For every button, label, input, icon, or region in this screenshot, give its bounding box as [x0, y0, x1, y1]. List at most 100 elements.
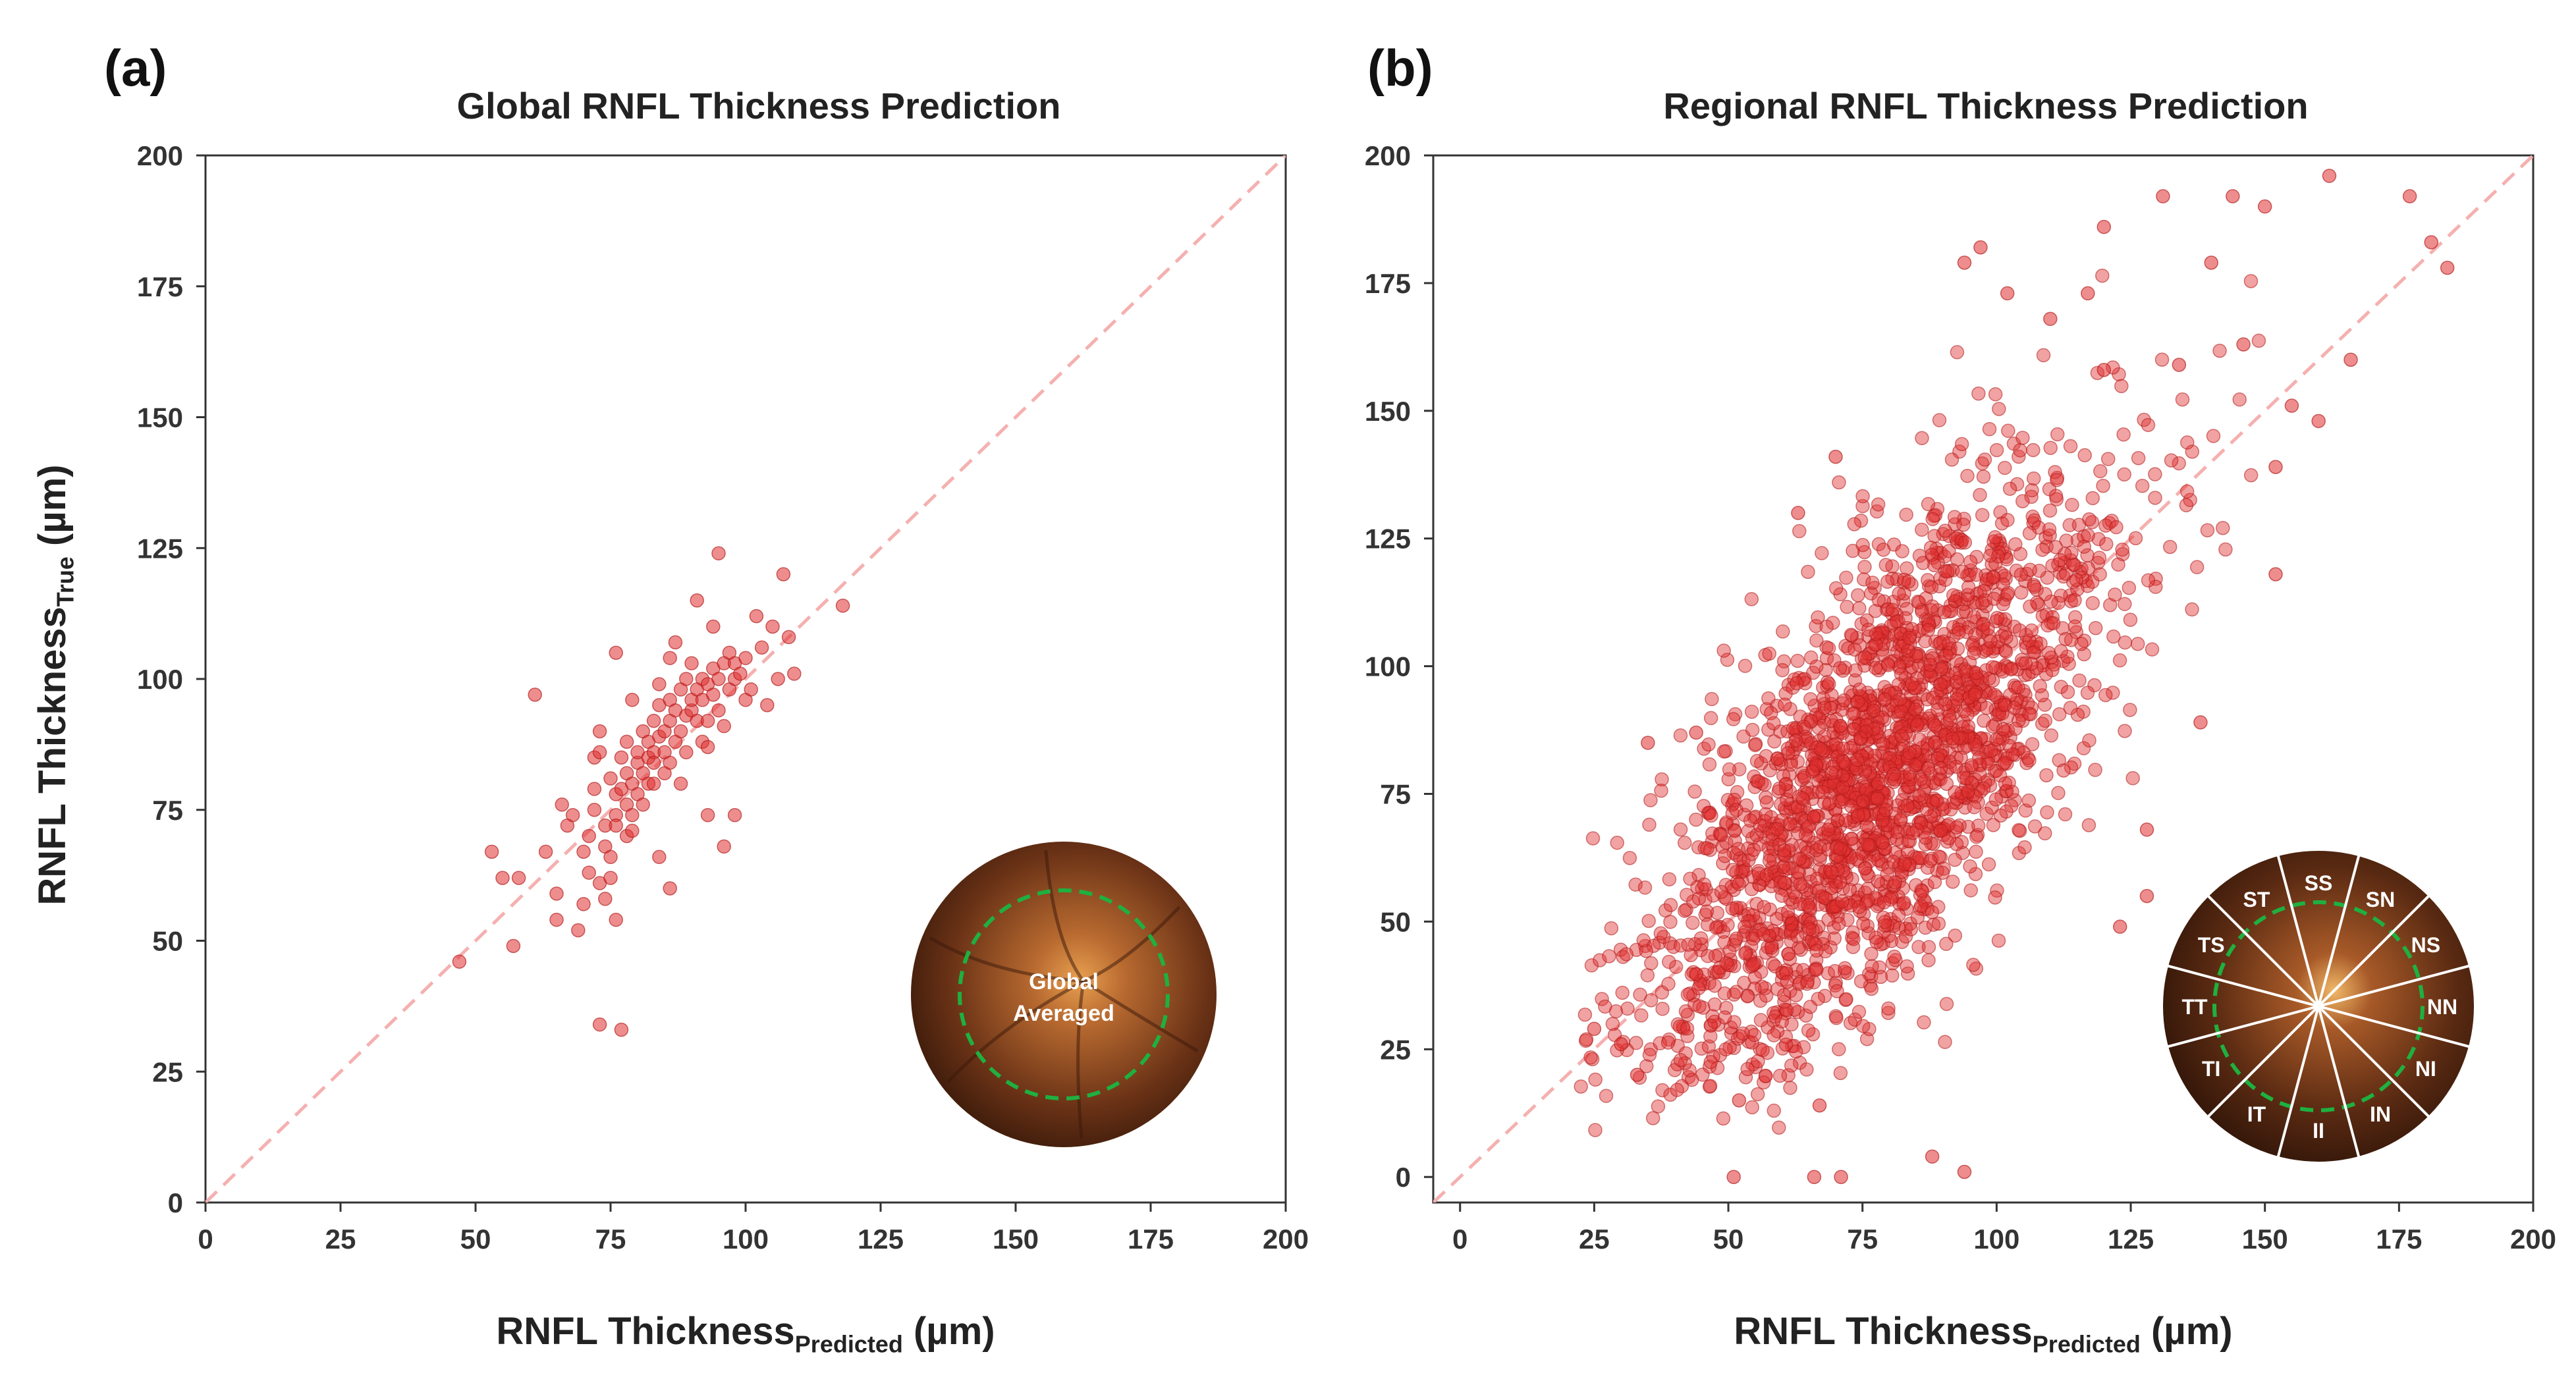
panel-a-letter: (a): [104, 39, 167, 97]
data-point: [1993, 505, 2008, 520]
data-point: [2232, 392, 2247, 407]
data-point: [2013, 443, 2027, 458]
data-point: [2042, 503, 2058, 518]
data-point: [2424, 235, 2438, 250]
data-point: [787, 666, 802, 681]
data-point: [1811, 991, 1825, 1006]
data-point: [1660, 1035, 1676, 1050]
data-point: [1832, 661, 1848, 676]
data-point: [1720, 917, 1735, 933]
data-point: [2440, 260, 2455, 275]
data-point: [1801, 898, 1815, 913]
data-point: [1844, 832, 1859, 846]
data-point: [2172, 456, 2186, 471]
panel-b-xlabel-main: RNFL Thickness: [1734, 1310, 2033, 1353]
x-tick-label: 200: [1263, 1224, 1309, 1255]
data-point: [2268, 460, 2283, 474]
data-point: [663, 755, 677, 770]
data-point: [1755, 1042, 1770, 1058]
x-tick-label: 175: [2376, 1224, 2422, 1255]
data-point: [1703, 1029, 1718, 1044]
data-point: [549, 886, 564, 901]
data-point: [1892, 586, 1906, 601]
data-point: [2051, 786, 2066, 800]
data-point: [668, 635, 683, 650]
data-point: [2022, 753, 2037, 768]
data-point: [1835, 894, 1850, 909]
data-point: [711, 546, 726, 560]
data-point: [727, 807, 742, 823]
data-point: [1821, 823, 1836, 837]
data-point: [663, 881, 677, 896]
data-point: [1988, 387, 2003, 402]
data-point: [2116, 427, 2131, 442]
data-point: [2216, 521, 2230, 535]
data-point: [2005, 747, 2020, 762]
data-point: [1668, 960, 1684, 974]
data-point: [2284, 398, 2299, 413]
data-point: [2206, 429, 2221, 443]
data-point: [506, 938, 521, 954]
data-point: [1805, 764, 1820, 779]
data-point: [549, 912, 564, 927]
data-point: [576, 844, 591, 859]
data-point: [1881, 1001, 1896, 1016]
data-point: [1793, 877, 1807, 892]
data-point: [1588, 1072, 1603, 1087]
fundus-vessel: [1082, 979, 1199, 1052]
data-point: [1703, 711, 1718, 726]
data-point: [555, 798, 569, 812]
data-point: [2004, 662, 2019, 677]
data-point: [2063, 701, 2078, 715]
data-point: [1901, 574, 1916, 589]
data-point: [1726, 712, 1741, 726]
data-point: [2011, 680, 2025, 695]
data-point: [592, 724, 607, 739]
inset-label-global: Global: [1029, 969, 1099, 994]
data-point: [1803, 691, 1818, 707]
data-point: [2268, 567, 2283, 581]
data-point: [1945, 731, 1960, 746]
data-point: [1925, 690, 1940, 705]
data-point: [711, 672, 726, 686]
sector-label-sn: SN: [2366, 888, 2395, 911]
data-point: [1633, 987, 1647, 1002]
data-point: [1985, 800, 1999, 815]
data-point: [1975, 508, 1990, 522]
data-point: [565, 807, 580, 823]
data-point: [636, 798, 650, 812]
data-point: [1852, 682, 1867, 697]
data-point: [1828, 449, 1843, 464]
data-point: [1957, 256, 1972, 270]
data-point: [2117, 467, 2131, 482]
data-point: [1893, 812, 1908, 826]
data-point: [1828, 581, 1844, 595]
data-point: [2088, 763, 2102, 777]
data-point: [679, 672, 694, 686]
data-point: [1960, 468, 1975, 483]
data-point: [609, 912, 623, 927]
panel-a-xlabel-main: RNFL Thickness: [496, 1310, 795, 1353]
data-point: [1788, 988, 1803, 1002]
data-point: [1993, 662, 2008, 677]
data-point: [2012, 623, 2027, 638]
data-point: [2122, 580, 2137, 595]
data-point: [1844, 628, 1859, 642]
data-point: [1738, 946, 1753, 961]
data-point: [1714, 828, 1729, 842]
data-point: [2025, 737, 2040, 751]
data-point: [1921, 622, 1936, 637]
data-point: [1858, 861, 1873, 875]
data-point: [2027, 580, 2042, 594]
data-point: [1680, 1021, 1695, 1036]
data-point: [1967, 645, 1981, 661]
data-point: [1807, 1170, 1822, 1184]
data-point: [1969, 567, 1983, 582]
data-point: [1604, 921, 1619, 936]
data-point: [1935, 865, 1950, 880]
data-point: [2112, 653, 2127, 668]
data-point: [711, 703, 726, 718]
data-point: [1861, 838, 1875, 852]
data-point: [1865, 576, 1880, 590]
data-point: [2063, 439, 2078, 454]
